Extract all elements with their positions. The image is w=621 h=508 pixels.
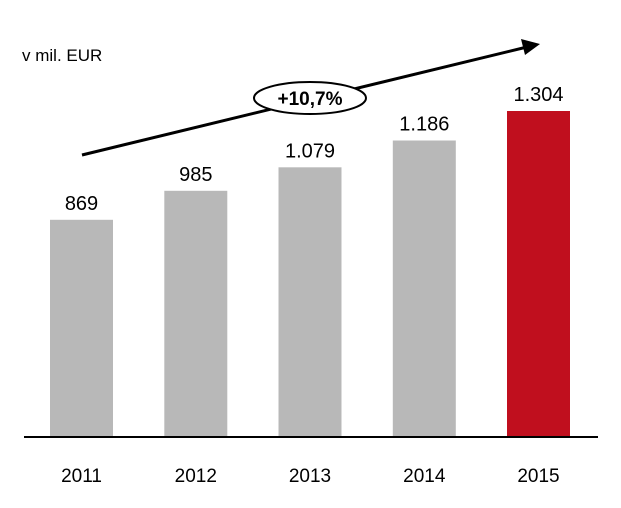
x-tick-label-2014: 2014 xyxy=(403,466,446,487)
x-tick-label-2013: 2013 xyxy=(289,466,331,487)
x-tick-label-2011: 2011 xyxy=(61,466,102,487)
data-labels-group: 869 985 1.079 1.186 1.304 xyxy=(65,84,564,215)
data-label-2013: 1.079 xyxy=(285,140,335,162)
x-tick-label-2015: 2015 xyxy=(517,466,559,487)
bar-2014 xyxy=(392,140,456,437)
data-label-2015: 1.304 xyxy=(513,84,563,106)
cagr-badge xyxy=(253,81,367,115)
data-label-2012: 985 xyxy=(179,164,212,186)
data-label-2014: 1.186 xyxy=(399,114,449,136)
bar-2013 xyxy=(278,167,342,438)
data-label-2011: 869 xyxy=(65,193,98,215)
bar-2011 xyxy=(50,219,113,438)
bars-group xyxy=(50,111,570,438)
cagr-label: +10,7% xyxy=(278,89,343,110)
bar-2012 xyxy=(164,190,228,438)
x-tick-labels-group: 2011 2012 2013 2014 2015 xyxy=(61,466,560,487)
trend-arrowhead xyxy=(521,39,540,55)
unit-label: v mil. EUR xyxy=(22,46,102,65)
x-tick-label-2012: 2012 xyxy=(175,466,217,487)
bar-2015 xyxy=(507,111,570,437)
